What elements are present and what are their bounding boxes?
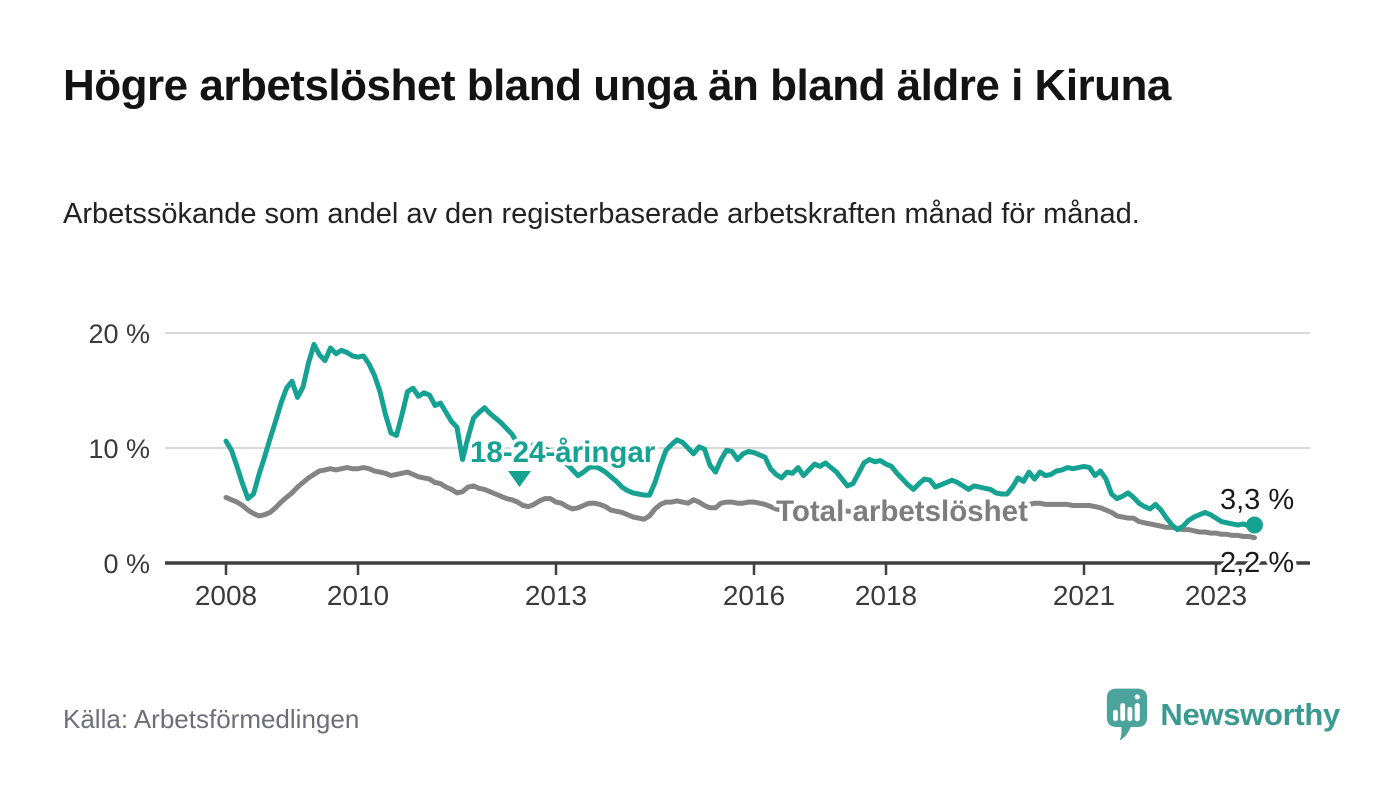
series-end-dot <box>1246 516 1263 534</box>
series-label-youth: 18-24-åringar <box>470 436 656 469</box>
x-axis-label: 2010 <box>327 580 389 611</box>
y-axis-label: 10 % <box>88 434 150 464</box>
x-axis-label: 2008 <box>195 580 257 611</box>
end-value-label-total: 2,2 % <box>1220 547 1294 579</box>
newsworthy-logo: Newsworthy <box>1104 686 1340 743</box>
x-axis-label: 2016 <box>723 580 785 611</box>
x-axis-label: 2023 <box>1185 580 1247 611</box>
chart-title: Högre arbetslöshet bland unga än bland ä… <box>63 61 1171 110</box>
series-line-total <box>223 465 1257 541</box>
x-axis-label: 2021 <box>1053 580 1115 611</box>
x-axis-label: 2018 <box>855 580 917 611</box>
y-axis-label: 0 % <box>103 549 150 579</box>
triangle-down-marker <box>505 469 534 490</box>
y-axis-label: 20 % <box>88 319 150 349</box>
chart-subtitle: Arbetssökande som andel av den registerb… <box>63 198 1140 230</box>
speech-bubble-bar-chart-icon <box>1107 688 1148 741</box>
series-line-youth <box>223 342 1257 533</box>
end-value-label-youth: 3,3 % <box>1220 484 1294 516</box>
series-label-total: Total arbetslöshet <box>776 495 1028 528</box>
brand-name: Newsworthy <box>1160 696 1340 732</box>
source-note: Källa: Arbetsförmedlingen <box>63 704 360 734</box>
x-axis-label: 2013 <box>525 580 587 611</box>
